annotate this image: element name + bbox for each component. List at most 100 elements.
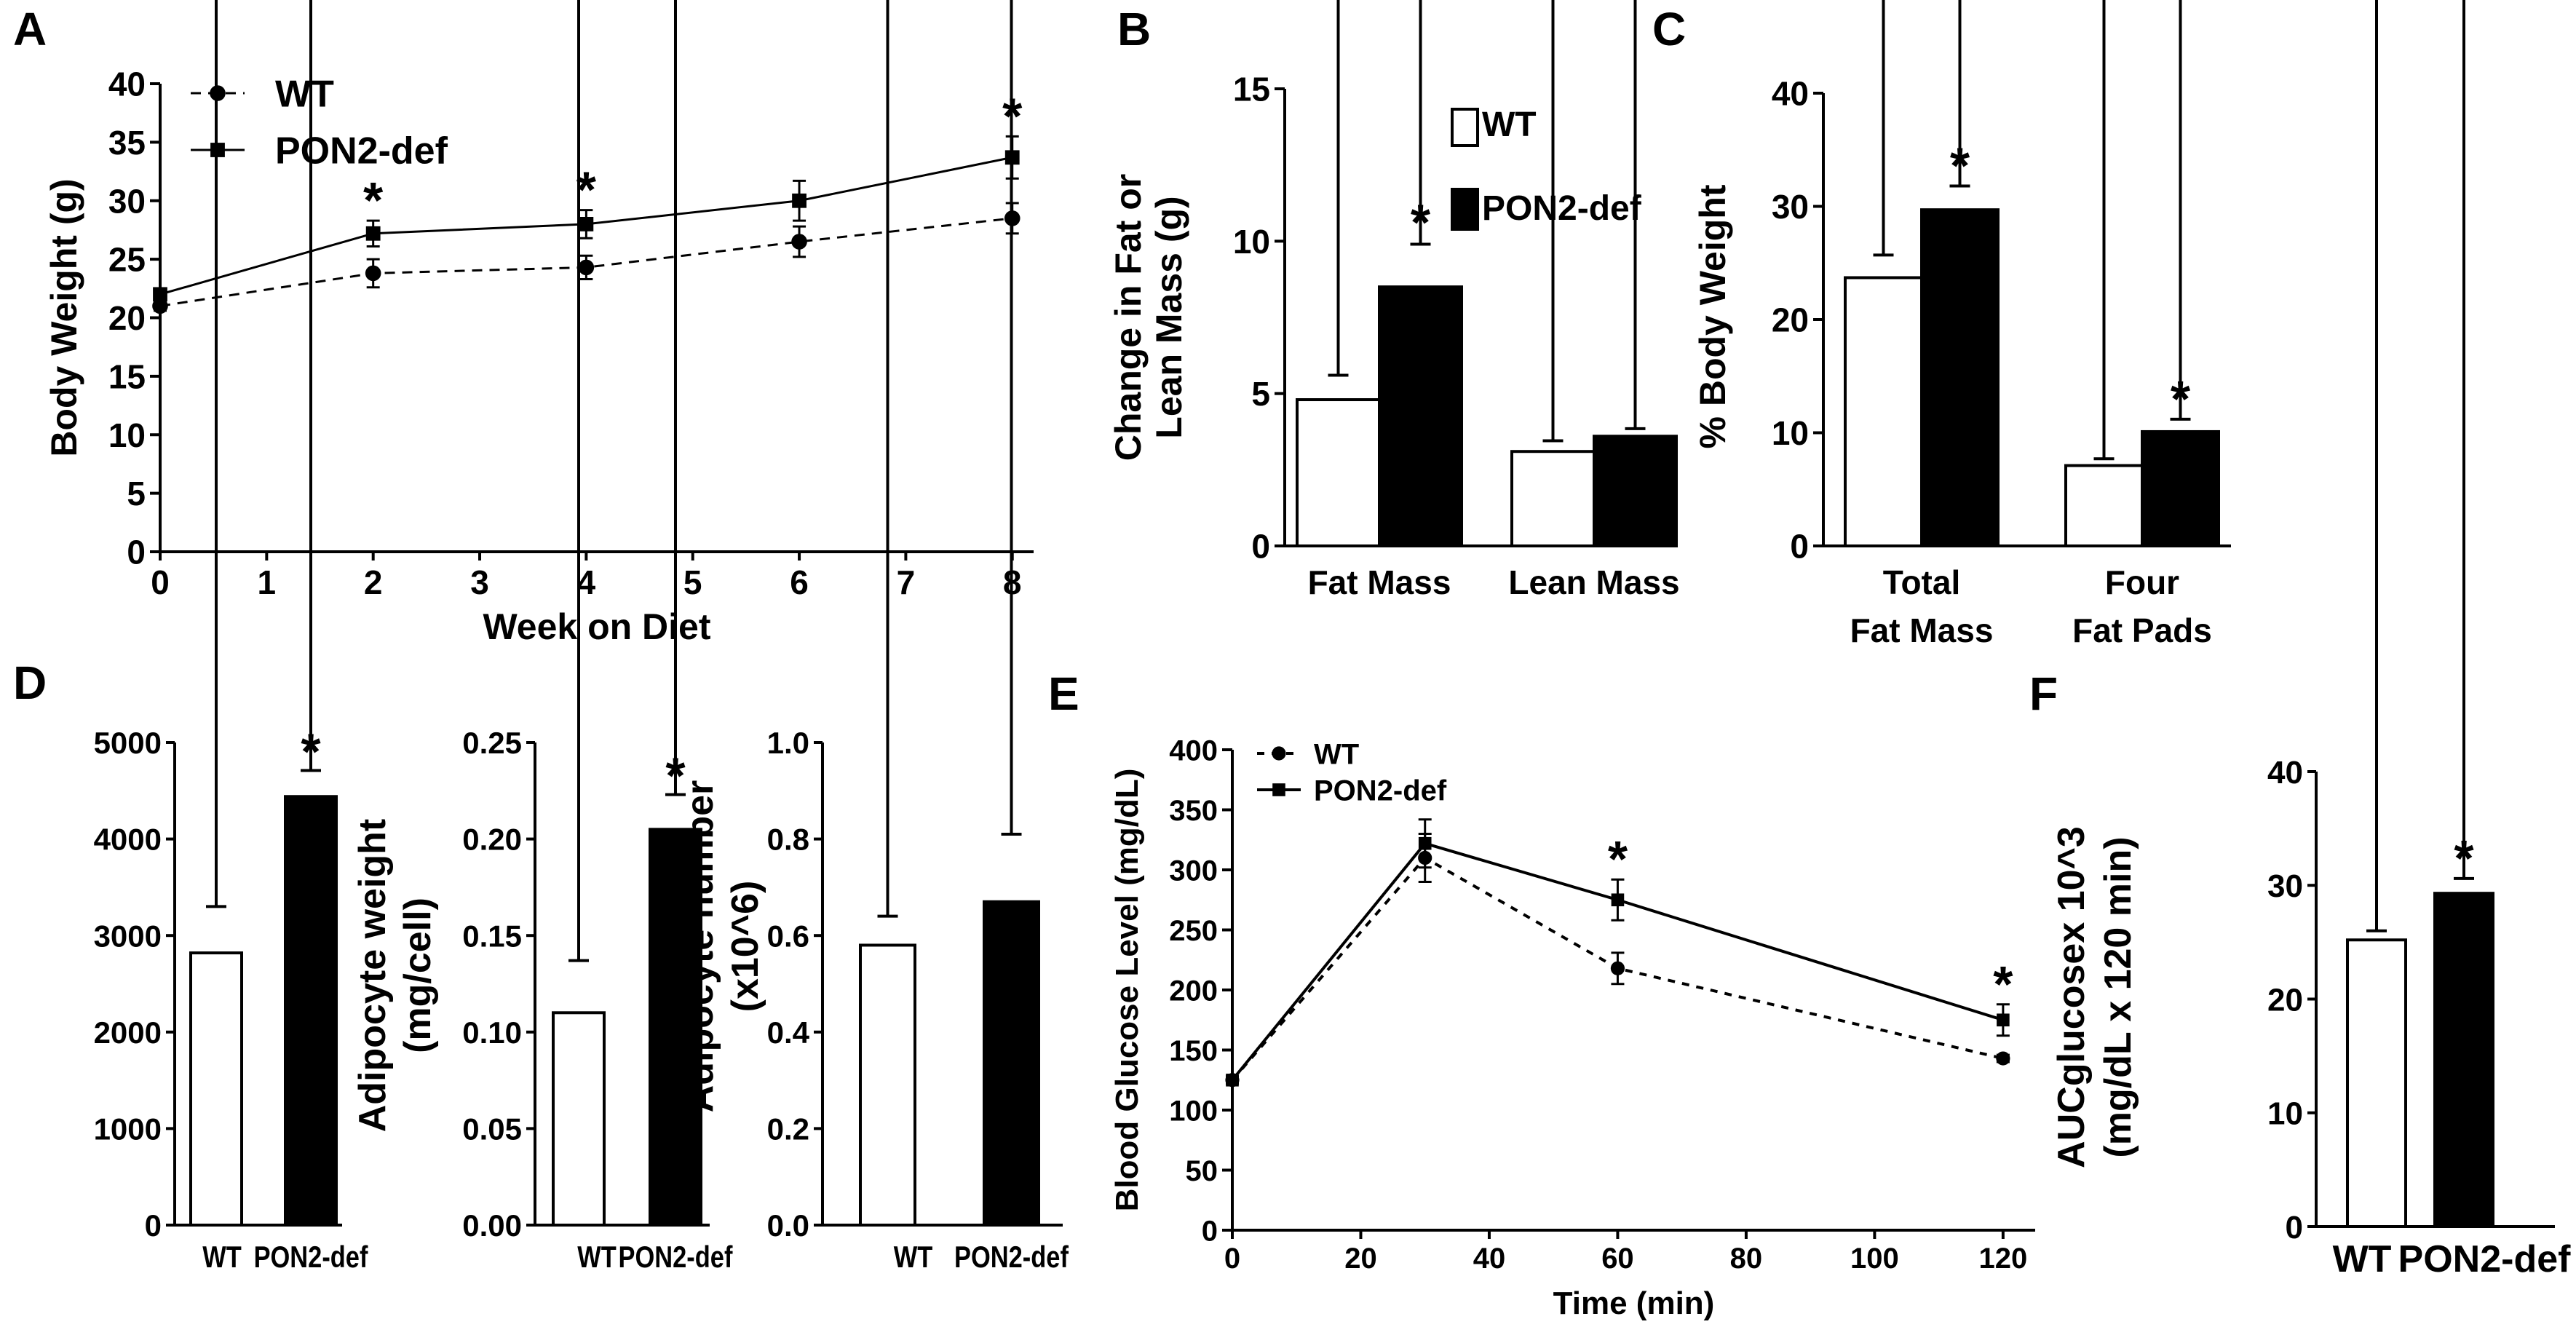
- error-bar: [206, 0, 226, 908]
- category-label: WT: [894, 1240, 933, 1275]
- y-tick-label: 0: [145, 1208, 162, 1243]
- panel-letter-a: A: [13, 3, 47, 55]
- y-axis-label: Lean Mass (g): [1149, 196, 1189, 438]
- panel-letter-c: C: [1652, 3, 1686, 55]
- y-tick-label: 20: [2267, 982, 2303, 1018]
- significance-star: *: [1411, 194, 1431, 251]
- significance-star: *: [1950, 138, 1970, 194]
- data-point-circle: [152, 298, 168, 314]
- y-axis-label: AUCglucosex 10^3: [2050, 826, 2093, 1168]
- y-tick-label: 0.15: [462, 919, 522, 953]
- x-tick-label: 80: [1730, 1243, 1763, 1275]
- bar-pon2-def: [649, 828, 702, 1227]
- y-tick-label: 2000: [94, 1015, 162, 1050]
- panel-e-plot: 0 50 100 150 200 250 300 350 400 0 20 40 60 80 100 120 T…: [1109, 734, 2035, 1321]
- panel-letter-b: B: [1117, 3, 1151, 55]
- panel-c-plot: 0 10 20 30 40 Total Fat Mass Four Fat Pads * * % Bo…: [1692, 0, 2231, 649]
- y-tick-label: 1000: [94, 1112, 162, 1146]
- data-point-circle: [578, 259, 595, 276]
- significance-star: *: [665, 748, 686, 804]
- legend-item-wt: WT: [1257, 738, 1359, 770]
- x-tick-label: 40: [1473, 1243, 1506, 1275]
- y-axis-label: Blood Glucose Level (mg/dL): [1109, 769, 1145, 1212]
- data-point-square: [153, 287, 167, 302]
- significance-star: *: [2171, 371, 2191, 427]
- bar-wt: [2064, 464, 2144, 547]
- data-point-square: [579, 217, 594, 231]
- y-tick-label: 15: [108, 357, 146, 395]
- y-tick-label: 0.4: [767, 1015, 810, 1050]
- panel-letter-d: D: [13, 657, 47, 709]
- y-axis-label: Adipocyte number: [679, 780, 721, 1113]
- data-point-square: [365, 226, 381, 241]
- y-tick-label: 4000: [94, 823, 162, 857]
- error-bar: [1949, 0, 1970, 188]
- y-tick-label: 0.25: [462, 726, 522, 760]
- error-bar: [301, 0, 321, 772]
- panel-letter-f: F: [2029, 668, 2058, 720]
- bar-wt: [2346, 938, 2407, 1228]
- y-tick-label: 0.8: [767, 823, 809, 857]
- y-tick-label: 0: [127, 534, 146, 571]
- y-tick-label: 300: [1169, 855, 1218, 887]
- category-label: PON2-def: [2398, 1238, 2572, 1280]
- category-label: Fat Mass: [1308, 563, 1451, 601]
- bar-pon2-def: [284, 795, 338, 1227]
- significance-star: *: [363, 172, 384, 229]
- y-axis-label: Adipocyte weight: [352, 819, 394, 1132]
- y-tick-label: 0.6: [767, 919, 809, 953]
- bar-pon2-def: [2433, 892, 2494, 1228]
- category-label: Lean Mass: [1508, 563, 1679, 601]
- y-tick-label: 250: [1169, 915, 1218, 947]
- plot: 0.0 0.2 0.4 0.6 0.8 1.0 WT PON2-def Adipocyte nu…: [679, 0, 1069, 1275]
- legend-label: PON2-def: [1482, 189, 1642, 228]
- data-point-circle: [791, 234, 807, 250]
- y-tick-label: 40: [1772, 75, 1809, 113]
- legend-item-wt: WT: [1451, 106, 1537, 147]
- x-tick-label: 1: [258, 563, 277, 601]
- y-tick-label: 0.05: [462, 1112, 522, 1146]
- data-point-square: [1418, 836, 1432, 850]
- data-point-square: [1226, 1073, 1239, 1087]
- bar-wt: [189, 951, 243, 1227]
- bar-pon2-def: [1920, 208, 2000, 547]
- plot: 0 10 20 30 40 WT PON2-def * AUCglucosex 10^3 (mg/…: [2050, 0, 2571, 1280]
- bar-wt: [1510, 450, 1596, 547]
- legend-item-wt: WT: [191, 74, 334, 116]
- error-bar: [665, 0, 686, 796]
- panel-b-plot: 0 5 10 15 Fat Mass Lean Mass * Change in Fat or…: [1108, 0, 1680, 601]
- error-bar: [877, 0, 898, 918]
- y-tick-label: 0: [1790, 528, 1809, 566]
- y-tick-label: 400: [1169, 734, 1218, 766]
- error-bar: [2454, 0, 2474, 880]
- x-tick-label: 60: [1601, 1243, 1634, 1275]
- error-bar: [1873, 0, 1894, 257]
- y-tick-label: 30: [108, 182, 146, 220]
- data-point-square: [1997, 1013, 2010, 1027]
- x-tick-label: 20: [1344, 1243, 1377, 1275]
- error-bar: [1542, 0, 1564, 443]
- x-axis-label: Time (min): [1553, 1286, 1715, 1321]
- y-axis-label: Change in Fat or: [1108, 174, 1149, 461]
- y-tick-label: 0.10: [462, 1015, 522, 1050]
- bar-wt: [1296, 398, 1381, 547]
- x-tick-label: 5: [683, 563, 702, 601]
- y-tick-label: 3000: [94, 919, 162, 953]
- x-tick-label: 120: [1979, 1243, 2028, 1275]
- y-tick-label: 10: [108, 416, 146, 454]
- panel-a-plot: 0510152025303540012345678Week on DietBod…: [44, 66, 1034, 647]
- x-tick-label: 0: [1224, 1243, 1240, 1275]
- data-point-square: [1611, 893, 1625, 907]
- y-tick-label: 25: [108, 241, 146, 279]
- bar-pon2-def: [983, 900, 1040, 1227]
- legend-label: WT: [275, 74, 334, 116]
- y-tick-label: 40: [108, 66, 146, 103]
- x-axis-label: Week on Diet: [483, 606, 710, 647]
- y-tick-label: 20: [1772, 301, 1809, 339]
- series-line: [1231, 841, 2004, 1082]
- y-tick-label: 0.0: [767, 1208, 809, 1243]
- legend-label: PON2-def: [1314, 775, 1447, 807]
